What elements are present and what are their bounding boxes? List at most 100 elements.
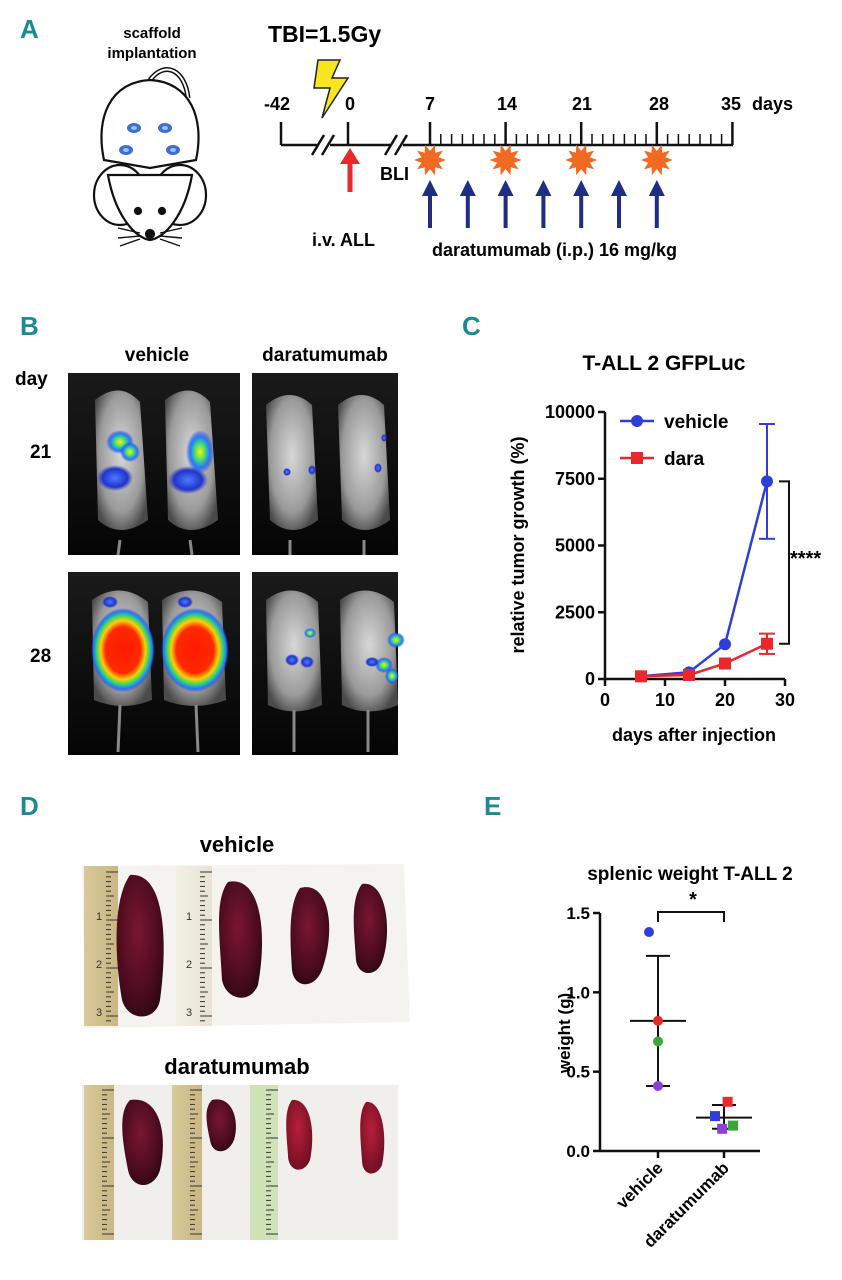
chart-c-legend: vehicle dara: [620, 412, 728, 470]
series-line-dara: [640, 642, 768, 678]
burst-icon: [414, 144, 446, 176]
tbi-label: TBI=1.5Gy: [268, 21, 381, 47]
chart-c-title: T-ALL 2 GFPLuc: [583, 352, 746, 375]
legend-marker-vehicle: [631, 415, 643, 427]
chart-e-title: splenic weight T-ALL 2: [587, 864, 793, 885]
spleen-photo-daratumumab: [82, 1085, 398, 1240]
bli-image-vehicle-day21: [68, 373, 240, 556]
arrow-up-icon: [422, 180, 438, 228]
panel-a: scaffold implantation TBI=1.5Gy: [92, 21, 793, 260]
scaffold-label-line1: scaffold: [123, 25, 181, 42]
arrow-up-icon: [459, 180, 476, 228]
chart-e-significance: *: [689, 889, 697, 911]
burst-icon: [640, 144, 673, 176]
arrow-up-icon: [573, 180, 590, 228]
panel-d: vehicle daratumumab 1 2 3 1 2 3: [82, 832, 410, 1240]
chart-e-marks: [630, 911, 752, 1134]
timeline-ticks: [428, 122, 734, 145]
spleen-photo-vehicle: 1 2 3 1 2 3: [82, 864, 410, 1028]
spleen: [360, 1101, 385, 1174]
days-unit-label: days: [752, 94, 793, 114]
ruler: [176, 866, 212, 1026]
chart-c-xlabel: days after injection: [612, 725, 776, 745]
spleen: [206, 1099, 236, 1152]
row-label-21: 21: [30, 442, 52, 463]
bli-burst-icons: [414, 144, 673, 176]
y-tick-label: 2500: [555, 602, 595, 622]
ruler-number: 2: [186, 959, 192, 971]
timeline-day-label: 0: [345, 94, 355, 114]
data-point-vehicle: [719, 638, 731, 651]
burst-icon: [489, 144, 522, 176]
panel-label-d: D: [20, 791, 39, 821]
panel-b: vehicle daratumumab day 21 28: [15, 345, 405, 755]
x-tick-label: 0: [600, 690, 610, 710]
chart-c-ylabel: relative tumor growth (%): [508, 436, 528, 653]
timeline-day-label: -42: [264, 94, 290, 114]
bli-image-dara-day28: [252, 572, 405, 755]
line-chart: T-ALL 2 GFPLuc relative tumor growth (%)…: [508, 352, 821, 745]
data-point-vehicle: [653, 1080, 663, 1091]
iv-injection-arrow-icon: [340, 148, 360, 192]
bli-label: BLI: [380, 164, 409, 184]
label-vehicle: vehicle: [200, 832, 275, 857]
spleen: [219, 881, 263, 998]
arrow-up-icon: [497, 180, 514, 228]
panel-label-a: A: [20, 14, 39, 44]
data-point-daratumumab: [728, 1120, 738, 1131]
chart-c-axes: 0 2500 5000 7500 10000 0 10 20 30: [545, 402, 795, 710]
x-tick-label: 30: [775, 690, 795, 710]
ruler-number: 1: [186, 911, 192, 923]
data-point-daratumumab: [722, 1096, 733, 1107]
scaffold-label-line2: implantation: [107, 45, 196, 62]
legend-label-vehicle: vehicle: [664, 412, 728, 433]
ruler-number: 2: [96, 959, 102, 971]
timeline-day-label: 35: [721, 94, 741, 114]
y-tick-label: 10000: [545, 402, 595, 422]
data-point-dara: [635, 670, 647, 683]
arrow-up-icon: [535, 180, 552, 228]
legend-marker-dara: [631, 452, 643, 464]
spleen: [286, 1099, 313, 1170]
timeline-day-label: 14: [497, 94, 517, 114]
y-tick-label: 1.5: [566, 904, 590, 923]
scaffold-icons: [119, 123, 180, 155]
mouse-icon: [92, 67, 208, 247]
ruler-number: 1: [96, 911, 102, 923]
x-tick-label: vehicle: [613, 1158, 667, 1212]
y-tick-label: 0.0: [566, 1142, 590, 1161]
y-tick-label: 5000: [555, 536, 595, 556]
col-header-vehicle: vehicle: [125, 345, 189, 366]
iv-all-label: i.v. ALL: [312, 230, 375, 250]
panel-label-b: B: [20, 311, 39, 341]
ruler-ticks: [106, 871, 212, 1022]
y-tick-label: 7500: [555, 469, 595, 489]
chart-c-significance: ****: [790, 548, 821, 570]
x-tick-label: 10: [655, 690, 675, 710]
chart-c-marks: [635, 423, 790, 683]
bli-image-dara-day21: [252, 373, 398, 555]
spleen: [353, 883, 388, 974]
data-point-daratumumab: [717, 1123, 728, 1134]
lightning-bolt-icon: [313, 59, 350, 119]
ruler: [84, 866, 118, 1026]
x-tick-label: 20: [715, 690, 735, 710]
data-point-vehicle: [653, 1015, 663, 1026]
treatment-arrow-icons: [422, 180, 665, 228]
treatment-label: daratumumab (i.p.) 16 mg/kg: [432, 240, 677, 260]
burst-icon: [565, 144, 598, 176]
chart-e-ylabel: weight (g): [555, 993, 574, 1074]
spleen: [116, 874, 164, 1017]
panel-label-c: C: [462, 311, 481, 341]
data-point-vehicle: [653, 1036, 663, 1047]
significance-bracket: [779, 480, 790, 645]
arrow-up-icon: [648, 180, 665, 228]
timeline-day-label: 7: [425, 94, 435, 114]
significance-bracket: [657, 911, 725, 922]
spleen: [290, 887, 330, 985]
y-tick-label: 1.0: [566, 983, 590, 1002]
data-point-vehicle: [644, 927, 654, 938]
data-point-dara: [719, 657, 731, 670]
bli-image-vehicle-day28: [68, 572, 240, 755]
arrow-up-icon: [611, 180, 627, 228]
